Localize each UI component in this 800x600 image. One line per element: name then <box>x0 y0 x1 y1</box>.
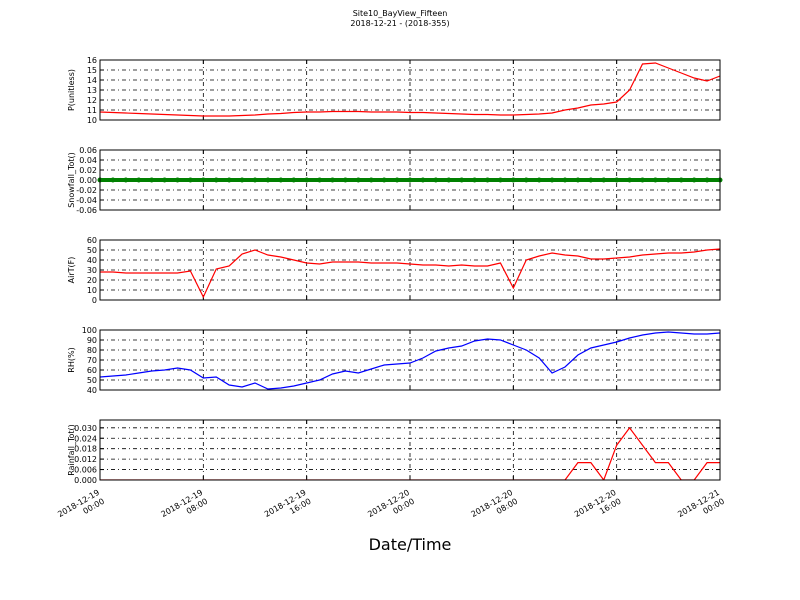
data-marker <box>510 177 516 183</box>
data-marker <box>433 177 439 183</box>
data-marker <box>136 177 142 183</box>
y-axis-label: Snowfall_Tot() <box>67 152 76 208</box>
y-tick-label: 60 <box>87 366 97 375</box>
data-marker <box>355 177 361 183</box>
y-tick-label: 14 <box>87 76 97 85</box>
data-marker <box>446 177 452 183</box>
data-marker <box>627 177 633 183</box>
data-marker <box>575 177 581 183</box>
axes-frame <box>99 149 721 211</box>
data-marker <box>536 177 542 183</box>
axes-frame <box>99 59 721 121</box>
y-tick-label: 0 <box>92 296 97 305</box>
y-tick-label: 0.00 <box>79 176 97 185</box>
data-marker <box>588 177 594 183</box>
data-marker <box>549 177 555 183</box>
data-marker <box>239 177 245 183</box>
data-marker <box>187 177 193 183</box>
data-line <box>100 62 720 117</box>
y-tick-label: 20 <box>87 276 97 285</box>
y-tick-label: 15 <box>87 66 97 75</box>
x-axis-label: Date/Time <box>369 535 452 554</box>
data-marker <box>704 177 710 183</box>
data-marker <box>394 177 400 183</box>
data-marker <box>200 177 206 183</box>
data-marker <box>678 177 684 183</box>
y-axis-label: Rainfall_Tot() <box>67 424 76 476</box>
y-tick-label: 100 <box>82 326 97 335</box>
y-tick-label: 0.000 <box>74 476 97 485</box>
data-marker <box>342 177 348 183</box>
data-marker <box>162 177 168 183</box>
y-tick-label: -0.04 <box>76 196 97 205</box>
y-tick-label: 90 <box>87 336 97 345</box>
y-tick-label: 11 <box>87 106 97 115</box>
y-tick-label: 0.030 <box>74 424 97 433</box>
data-marker <box>149 177 155 183</box>
y-tick-label: 80 <box>87 346 97 355</box>
y-tick-label: 12 <box>87 96 97 105</box>
y-tick-label: 10 <box>87 116 97 125</box>
data-marker <box>278 177 284 183</box>
data-marker <box>459 177 465 183</box>
data-marker <box>407 177 413 183</box>
data-marker <box>265 177 271 183</box>
y-tick-label: 0.02 <box>79 166 97 175</box>
data-marker <box>123 177 129 183</box>
data-marker <box>252 177 258 183</box>
data-marker <box>665 177 671 183</box>
data-marker <box>420 177 426 183</box>
data-marker <box>175 177 180 183</box>
y-tick-label: -0.06 <box>76 206 97 215</box>
data-marker <box>691 177 697 183</box>
y-tick-label: 70 <box>87 356 97 365</box>
axes-frame <box>99 239 721 301</box>
y-tick-label: 0.012 <box>74 455 97 464</box>
figure-title: Site10_BayView_Fifteen <box>353 9 448 18</box>
data-marker <box>640 177 645 183</box>
data-marker <box>317 177 323 183</box>
data-marker <box>330 177 335 183</box>
data-marker <box>110 177 116 183</box>
data-line <box>100 426 720 480</box>
data-marker <box>381 177 387 183</box>
data-marker <box>601 177 607 183</box>
y-tick-label: 50 <box>87 246 97 255</box>
y-axis-label: P(unitless) <box>67 69 76 111</box>
y-tick-label: -0.02 <box>76 186 97 195</box>
y-tick-label: 0.06 <box>79 146 97 155</box>
data-marker <box>226 177 232 183</box>
y-tick-label: 0.006 <box>74 466 97 475</box>
axes-frame <box>99 329 721 391</box>
y-tick-label: 0.024 <box>74 434 97 443</box>
y-tick-label: 50 <box>87 376 97 385</box>
data-line <box>100 331 720 390</box>
y-tick-label: 13 <box>87 86 97 95</box>
data-marker <box>652 177 658 183</box>
data-line <box>100 248 720 299</box>
y-tick-label: 60 <box>87 236 97 245</box>
y-tick-label: 10 <box>87 286 97 295</box>
data-marker <box>304 177 310 183</box>
data-marker <box>562 177 568 183</box>
data-marker <box>368 177 374 183</box>
axes-frame <box>99 419 721 481</box>
data-marker <box>497 177 503 183</box>
y-tick-label: 40 <box>87 256 97 265</box>
data-marker <box>523 177 529 183</box>
y-axis-label: AirT(F) <box>67 257 76 284</box>
data-marker <box>614 177 620 183</box>
data-marker <box>472 177 478 183</box>
y-tick-label: 0.018 <box>74 445 97 454</box>
y-tick-label: 0.04 <box>79 156 97 165</box>
y-tick-label: 40 <box>87 386 97 395</box>
y-tick-label: 16 <box>87 56 97 65</box>
y-tick-label: 30 <box>87 266 97 275</box>
figure-subtitle: 2018-12-21 - (2018-355) <box>350 19 449 28</box>
y-axis-label: RH(%) <box>67 347 76 372</box>
data-marker <box>485 177 490 183</box>
data-marker <box>213 177 219 183</box>
data-marker <box>291 177 297 183</box>
